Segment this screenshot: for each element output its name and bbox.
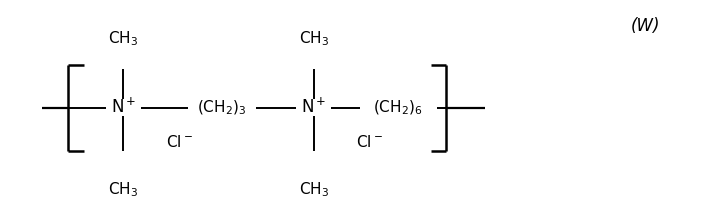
Text: (CH$_2$)$_6$: (CH$_2$)$_6$: [374, 98, 423, 117]
Text: N$^+$: N$^+$: [111, 98, 136, 117]
Text: N$^+$: N$^+$: [301, 98, 326, 117]
Text: CH$_3$: CH$_3$: [299, 180, 329, 198]
Text: (CH$_2$)$_3$: (CH$_2$)$_3$: [197, 98, 247, 117]
Text: CH$_3$: CH$_3$: [109, 180, 138, 198]
Text: (W): (W): [630, 17, 660, 35]
Text: CH$_3$: CH$_3$: [109, 29, 138, 48]
Text: CH$_3$: CH$_3$: [299, 29, 329, 48]
Text: Cl$^-$: Cl$^-$: [356, 134, 383, 150]
Text: Cl$^-$: Cl$^-$: [166, 134, 192, 150]
